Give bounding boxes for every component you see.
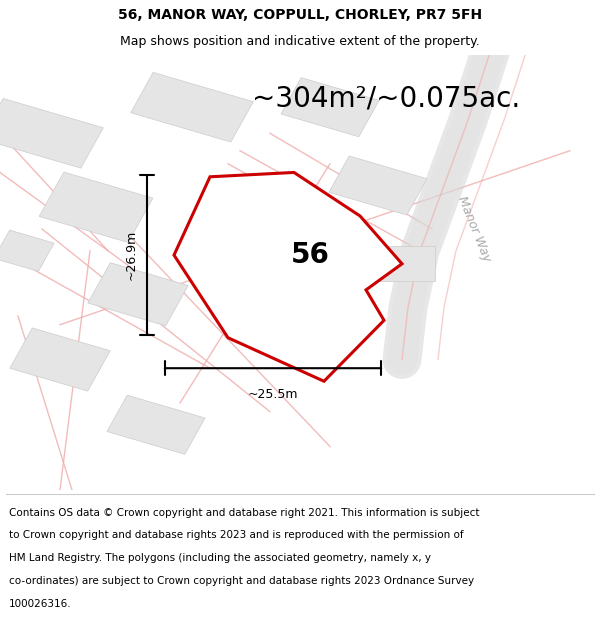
Bar xyxy=(88,262,188,326)
Bar xyxy=(0,99,103,168)
Text: HM Land Registry. The polygons (including the associated geometry, namely x, y: HM Land Registry. The polygons (includin… xyxy=(9,554,431,564)
Text: co-ordinates) are subject to Crown copyright and database rights 2023 Ordnance S: co-ordinates) are subject to Crown copyr… xyxy=(9,576,474,586)
Bar xyxy=(10,328,110,391)
Bar xyxy=(107,395,205,454)
Text: ~26.9m: ~26.9m xyxy=(125,230,138,280)
Text: 56, MANOR WAY, COPPULL, CHORLEY, PR7 5FH: 56, MANOR WAY, COPPULL, CHORLEY, PR7 5FH xyxy=(118,8,482,22)
Polygon shape xyxy=(174,173,402,381)
Text: Map shows position and indicative extent of the property.: Map shows position and indicative extent… xyxy=(120,35,480,48)
Bar xyxy=(39,172,153,242)
Bar xyxy=(0,230,54,271)
Text: ~25.5m: ~25.5m xyxy=(248,388,298,401)
Text: 100026316.: 100026316. xyxy=(9,599,71,609)
Text: 56: 56 xyxy=(291,241,330,269)
Text: to Crown copyright and database rights 2023 and is reproduced with the permissio: to Crown copyright and database rights 2… xyxy=(9,531,464,541)
Bar xyxy=(329,156,427,215)
Bar xyxy=(281,78,379,137)
Bar xyxy=(369,246,435,281)
Text: Manor Way: Manor Way xyxy=(455,194,493,264)
Text: Contains OS data © Crown copyright and database right 2021. This information is : Contains OS data © Crown copyright and d… xyxy=(9,508,479,518)
Text: ~304m²/~0.075ac.: ~304m²/~0.075ac. xyxy=(252,84,520,112)
Bar xyxy=(131,72,253,142)
